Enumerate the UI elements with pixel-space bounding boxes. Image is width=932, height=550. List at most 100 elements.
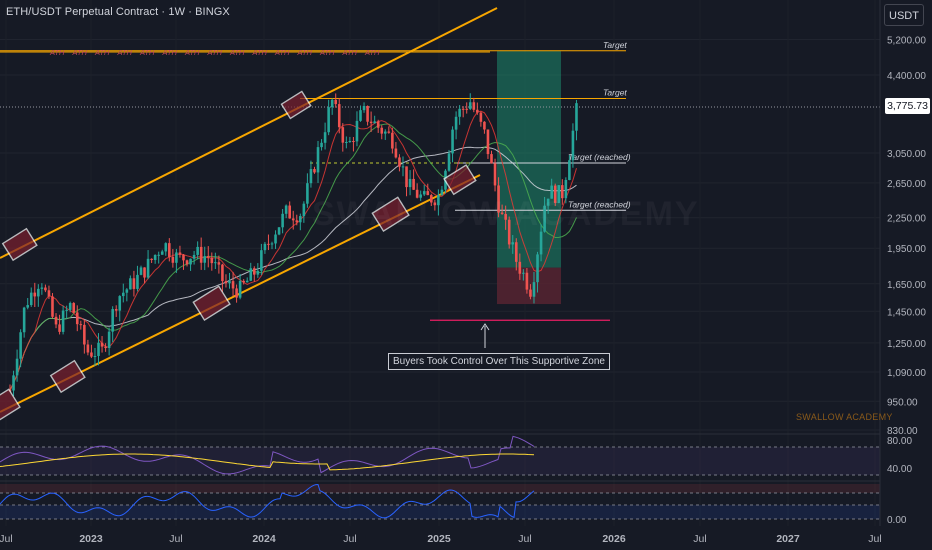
candle-body: [299, 216, 302, 223]
candle-body: [525, 272, 529, 290]
candle-body: [557, 185, 561, 203]
candle-body: [33, 292, 37, 297]
rsi-tick-label: 80.00: [887, 436, 912, 447]
candle-body: [107, 331, 111, 349]
candle-body: [309, 169, 313, 184]
candle-body: [192, 254, 196, 259]
candle-body: [543, 205, 546, 232]
price-axis: 5,200.00 4,400.00 3,050.00 2,650.00 2,250.00…: [879, 0, 926, 526]
candle-body: [479, 112, 483, 122]
arrow-head: [480, 323, 490, 331]
candle-body: [47, 290, 51, 297]
candle-body: [281, 213, 284, 228]
currency-selector[interactable]: USDT: [884, 4, 924, 26]
candle-body: [536, 254, 539, 283]
candle-body: [26, 305, 30, 308]
candle-body: [79, 324, 83, 326]
candle-body: [355, 120, 359, 142]
candle-body: [433, 202, 437, 206]
candle-body: [553, 185, 557, 203]
candle-body: [235, 288, 238, 298]
time-axis: Jul 2023 Jul 2024 Jul 2025 Jul 2026 Jul 2027 Jul: [0, 533, 882, 545]
candle-body: [313, 169, 316, 173]
price-tick-label: 3,050.00: [887, 149, 926, 160]
zone-box: [371, 196, 410, 233]
ath-labels: ATH ATH ATH ATH ATH ATH ATH ATH ATH ATH ATH ATH ATH A…: [0, 48, 490, 57]
ath-label: ATH: [162, 48, 178, 57]
candle-body: [160, 251, 164, 255]
candle-body: [93, 355, 97, 357]
candle-body: [252, 268, 256, 275]
candle-body: [118, 296, 122, 311]
candle-body: [426, 191, 430, 196]
candle-body: [507, 219, 511, 245]
rsi-line: [0, 435, 535, 475]
candle-body: [242, 280, 245, 283]
time-tick-label: Jul: [693, 533, 706, 545]
candle-body: [430, 195, 433, 203]
candle-body: [461, 108, 465, 110]
candle-body: [51, 296, 54, 317]
target-label: Target (reached): [568, 199, 631, 209]
time-tick-label: 2027: [776, 533, 800, 545]
candle-body: [437, 194, 440, 206]
brand-label: SWALLOW ACADEMY: [796, 412, 893, 422]
candle-body: [330, 99, 334, 108]
candle-body: [405, 166, 408, 188]
candle-body: [175, 252, 178, 263]
price-tick-label: 2,650.00: [887, 179, 926, 190]
candle-body: [493, 163, 497, 186]
candle-body: [153, 254, 157, 261]
candle-body: [476, 109, 479, 113]
candle-body: [458, 108, 461, 117]
candle-body: [412, 178, 415, 190]
candle-body: [37, 288, 40, 297]
candle-body: [468, 102, 472, 109]
candle-body: [369, 121, 373, 124]
candle-body: [72, 303, 76, 313]
candle-body: [256, 270, 260, 275]
candle-body: [362, 105, 366, 111]
candle-body: [15, 358, 19, 376]
time-tick-label: Jul: [169, 533, 182, 545]
rsi-ma-line: [0, 453, 535, 471]
ath-label: ATH: [184, 48, 200, 57]
candle-body: [214, 262, 217, 264]
candle-body: [341, 127, 345, 143]
oscillator-panel: 0.00: [0, 480, 907, 526]
candle-body: [320, 142, 323, 148]
candle-body: [199, 246, 203, 263]
candle-body: [366, 105, 369, 122]
zone-boxes: [0, 90, 477, 425]
candle-body: [182, 254, 185, 261]
candle-body: [284, 205, 288, 214]
osc-line: [0, 483, 535, 519]
candle-body: [440, 189, 444, 195]
candle-body: [86, 344, 90, 353]
candle-body: [514, 242, 518, 262]
rsi-tick-label: 40.00: [887, 464, 912, 475]
candle-body: [497, 185, 500, 213]
candle-body: [97, 342, 100, 356]
zone-box: [280, 90, 312, 120]
candle-body: [323, 132, 327, 143]
grid: [0, 0, 880, 526]
candle-body: [270, 243, 274, 245]
candle-body: [337, 104, 341, 128]
candle-body: [334, 99, 338, 105]
ath-label: ATH: [297, 48, 313, 57]
candle-body: [267, 243, 270, 245]
candle-body: [274, 234, 277, 244]
candle-body: [29, 292, 33, 306]
candle-body: [206, 256, 210, 258]
zone-box: [443, 164, 477, 196]
candle-body: [327, 107, 330, 133]
candle-body: [546, 198, 550, 206]
candle-body: [306, 183, 309, 204]
candle-body: [164, 243, 168, 252]
price-tick-label: 1,650.00: [887, 280, 926, 291]
candle-body: [121, 292, 125, 297]
current-price-tag: 3,775.73: [885, 98, 930, 114]
candle-body: [228, 281, 231, 284]
